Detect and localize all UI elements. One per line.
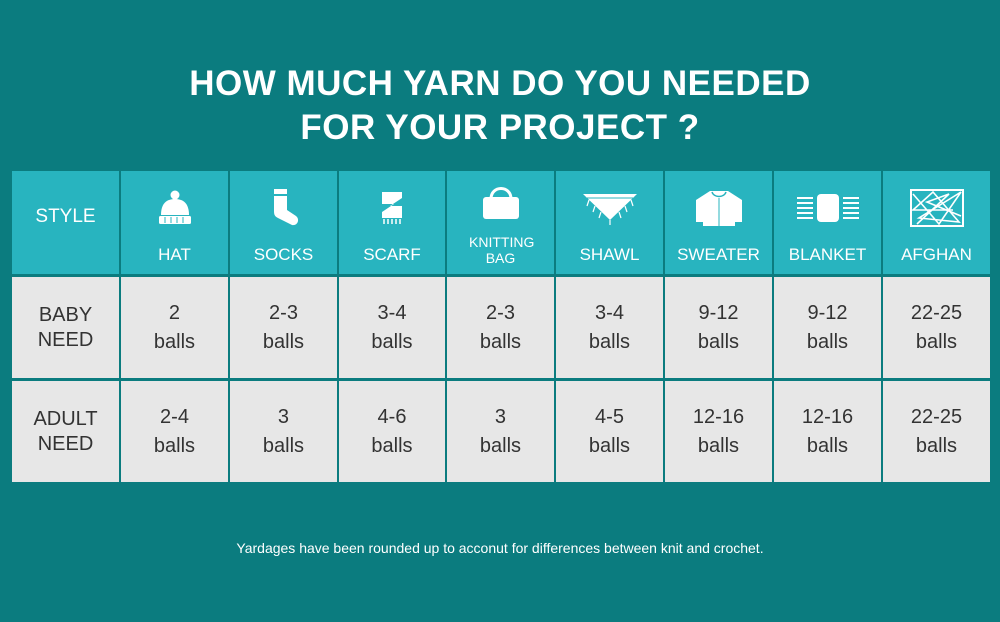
- header-afghan: AFGHAN: [883, 171, 990, 274]
- cell-unit: balls: [371, 330, 413, 353]
- cell-amount: 9-12: [807, 301, 848, 324]
- header-label-afghan: AFGHAN: [901, 245, 972, 264]
- cell-unit: balls: [479, 330, 522, 353]
- cell-amount: 4-6: [377, 405, 407, 428]
- style-label: STYLE: [35, 206, 96, 227]
- cell-unit: balls: [588, 434, 631, 457]
- cell-amount: 4-5: [595, 405, 624, 428]
- cell-adult-shawl: 4-5 balls: [556, 381, 663, 482]
- header-knitting-bag: KNITTING BAG: [447, 171, 554, 274]
- cell-unit: balls: [262, 330, 305, 353]
- cell-unit: balls: [806, 330, 849, 353]
- header-shawl: SHAWL: [556, 171, 663, 274]
- cell-unit: balls: [371, 434, 413, 457]
- header-label-hat: HAT: [158, 245, 191, 264]
- page-title: HOW MUCH YARN DO YOU NEEDED FOR YOUR PRO…: [0, 62, 1000, 150]
- cell-adult-scarf: 4-6 balls: [339, 381, 445, 482]
- cell-amount: 3-4: [595, 301, 624, 324]
- cell-unit: balls: [806, 434, 849, 457]
- cell-adult-blanket: 12-16 balls: [774, 381, 881, 482]
- cell-baby-scarf: 3-4 balls: [339, 277, 445, 378]
- footnote: Yardages have been rounded up to acconut…: [236, 540, 764, 556]
- cell-unit: balls: [479, 434, 522, 457]
- header-style-cell: STYLE: [12, 171, 119, 274]
- cell-amount: 9-12: [698, 301, 739, 324]
- cell-baby-knitting-bag: 2-3 balls: [447, 277, 554, 378]
- row-label-baby: BABY NEED: [12, 277, 119, 378]
- header-sweater: SWEATER: [665, 171, 772, 274]
- socks-icon: [259, 188, 309, 228]
- cell-baby-socks: 2-3 balls: [230, 277, 337, 378]
- cell-unit: balls: [915, 330, 958, 353]
- row-label-line: BABY: [38, 303, 93, 326]
- header-label-sweater: SWEATER: [677, 245, 760, 264]
- cell-unit: balls: [697, 434, 740, 457]
- shawl-icon: [580, 188, 640, 228]
- cell-baby-sweater: 9-12 balls: [665, 277, 772, 378]
- cell-amount: 2-3: [486, 301, 515, 324]
- cell-amount: 12-16: [801, 405, 854, 428]
- cell-adult-socks: 3 balls: [230, 381, 337, 482]
- header-label-blanket: BLANKET: [788, 245, 867, 264]
- blanket-icon: [795, 188, 861, 228]
- scarf-icon: [367, 188, 417, 228]
- cell-baby-afghan: 22-25 balls: [883, 277, 990, 378]
- cell-unit: balls: [262, 434, 305, 457]
- cell-adult-hat: 2-4 balls: [121, 381, 228, 482]
- cell-baby-hat: 2 balls: [121, 277, 228, 378]
- header-label-socks: SOCKS: [253, 245, 314, 264]
- afghan-icon: [907, 188, 967, 228]
- cell-amount: 3-4: [377, 301, 407, 324]
- header-label-scarf: SCARF: [363, 245, 421, 264]
- cell-amount: 3: [277, 405, 290, 428]
- row-label-line: ADULT: [33, 407, 98, 430]
- cell-amount: 12-16: [692, 405, 745, 428]
- row-label-adult: ADULT NEED: [12, 381, 119, 482]
- row-label-line: NEED: [37, 432, 94, 455]
- cell-baby-shawl: 3-4 balls: [556, 277, 663, 378]
- cell-amount: 3: [494, 405, 507, 428]
- cell-amount: 2: [168, 301, 181, 324]
- knitting-bag-icon: [476, 181, 526, 221]
- sweater-icon: [691, 188, 747, 228]
- cell-unit: balls: [153, 330, 196, 353]
- cell-unit: balls: [697, 330, 740, 353]
- header-socks: SOCKS: [230, 171, 337, 274]
- cell-unit: balls: [915, 434, 958, 457]
- yarn-table: STYLE HAT SOCKS: [12, 171, 990, 484]
- header-label-knitting-bag: KNITTING BAG: [469, 234, 535, 266]
- row-label-line: NEED: [37, 328, 94, 351]
- hat-icon: [150, 188, 200, 228]
- cell-baby-blanket: 9-12 balls: [774, 277, 881, 378]
- cell-adult-knitting-bag: 3 balls: [447, 381, 554, 482]
- title-line-1: HOW MUCH YARN DO YOU NEEDED: [189, 64, 811, 103]
- cell-unit: balls: [153, 434, 196, 457]
- header-blanket: BLANKET: [774, 171, 881, 274]
- cell-amount: 22-25: [910, 405, 963, 428]
- header-scarf: SCARF: [339, 171, 445, 274]
- cell-amount: 2-3: [269, 301, 298, 324]
- cell-unit: balls: [588, 330, 631, 353]
- header-hat: HAT: [121, 171, 228, 274]
- cell-amount: 22-25: [910, 301, 963, 324]
- cell-adult-afghan: 22-25 balls: [883, 381, 990, 482]
- title-line-2: FOR YOUR PROJECT ?: [300, 108, 700, 147]
- cell-amount: 2-4: [160, 405, 189, 428]
- header-label-shawl: SHAWL: [579, 245, 640, 264]
- cell-adult-sweater: 12-16 balls: [665, 381, 772, 482]
